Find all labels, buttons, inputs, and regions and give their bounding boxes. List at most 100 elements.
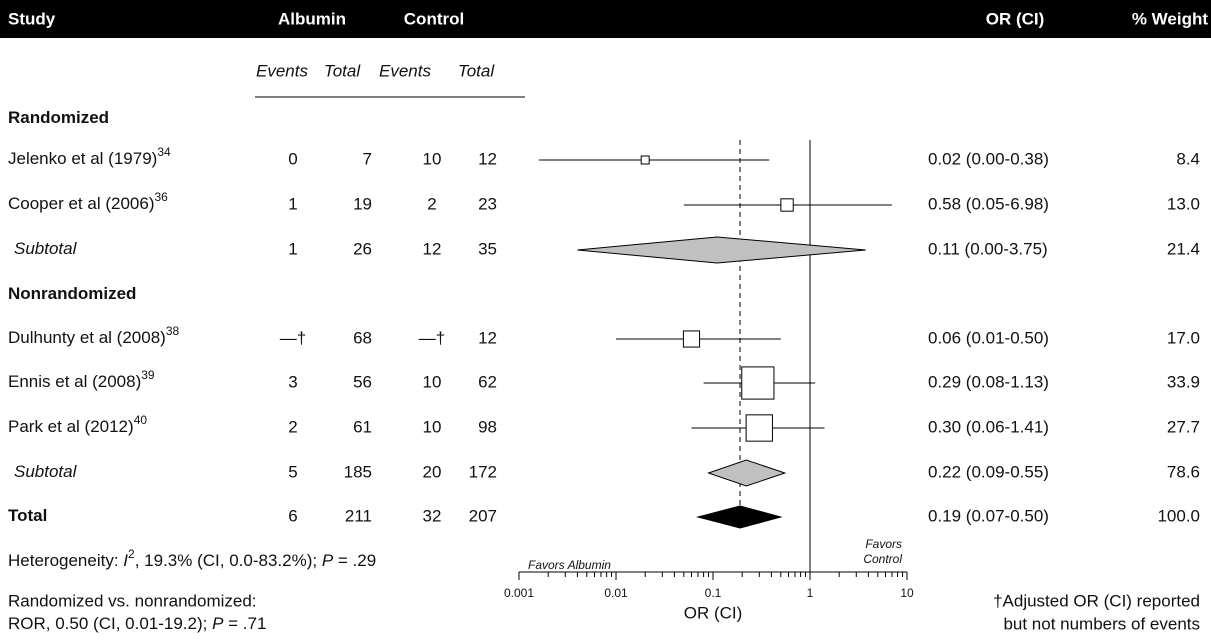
cell: 1 [288, 239, 297, 258]
ci-label: 0.11 (0.00-3.75) [928, 239, 1048, 258]
total-diamond [695, 505, 783, 529]
study-name: Jelenko et al (1979) [8, 149, 157, 168]
row-label: Subtotal [14, 239, 78, 258]
header-bar [0, 0, 1211, 38]
ci-label: 0.02 (0.00-0.38) [928, 149, 1049, 168]
reference: 36 [154, 190, 168, 204]
subtotal-diamond [707, 459, 787, 487]
subtotal-diamond [577, 236, 866, 264]
reference: 38 [166, 324, 180, 338]
cell: —† [419, 328, 445, 347]
cell: 10 [423, 372, 442, 391]
cell: 2 [427, 194, 436, 213]
weight-label: 33.9 [1167, 372, 1200, 391]
cell: 185 [344, 462, 372, 481]
text: ROR, 0.50 (CI, 0.01-19.2); [8, 614, 212, 633]
study-name: Ennis et al (2008) [8, 372, 141, 391]
cell: 10 [423, 149, 442, 168]
cell: 12 [423, 239, 442, 258]
study-name: Nonrandomized [8, 284, 136, 303]
reference: 34 [157, 145, 171, 159]
weight-label: 100.0 [1157, 506, 1200, 525]
text: P [322, 551, 334, 570]
effect-square [682, 330, 701, 348]
comparison: Randomized vs. nonrandomized: [8, 591, 257, 610]
x-tick-label: 0.1 [705, 586, 722, 600]
reference: 39 [141, 368, 155, 382]
ci-label: 0.22 (0.09-0.55) [928, 462, 1049, 481]
row-label: Park et al (2012)40 [8, 413, 147, 436]
text: I [123, 551, 128, 570]
subheader: Total [458, 61, 495, 80]
weight-label: 78.6 [1167, 462, 1200, 481]
x-tick-label: 1 [807, 586, 814, 600]
study-name: Dulhunty et al (2008) [8, 328, 166, 347]
row-label: Ennis et al (2008)39 [8, 368, 155, 391]
cell: 68 [353, 328, 372, 347]
x-tick-label: 0.001 [504, 586, 534, 600]
ci-label: 0.58 (0.05-6.98) [928, 194, 1049, 213]
ci-label: 0.30 (0.06-1.41) [928, 417, 1049, 436]
cell: 98 [478, 417, 497, 436]
study-name: Subtotal [14, 462, 78, 481]
row-label: Jelenko et al (1979)34 [8, 145, 171, 168]
row-label: Dulhunty et al (2008)38 [8, 324, 180, 347]
cell: 1 [288, 194, 297, 213]
reference: 40 [134, 413, 148, 427]
effect-square [745, 414, 773, 442]
text: 2 [128, 547, 135, 561]
cell: —† [280, 328, 306, 347]
header-or: OR (CI) [986, 9, 1045, 28]
cell: 23 [478, 194, 497, 213]
cell: 172 [469, 462, 497, 481]
text: Heterogeneity: [8, 551, 123, 570]
cell: 10 [423, 417, 442, 436]
cell: 0 [288, 149, 297, 168]
effect-square [640, 155, 650, 165]
text: , 19.3% (CI, 0.0-83.2%); [135, 551, 322, 570]
study-name: Park et al (2012) [8, 417, 134, 436]
header-albumin: Albumin [278, 9, 346, 28]
ci-label: 0.19 (0.07-0.50) [928, 506, 1049, 525]
weight-label: 8.4 [1176, 149, 1200, 168]
header-weight: % Weight [1132, 9, 1209, 28]
study-name: Randomized [8, 108, 109, 127]
footnote: but not numbers of events [1003, 614, 1200, 633]
header-study: Study [8, 9, 56, 28]
weight-label: 17.0 [1167, 328, 1200, 347]
cell: 6 [288, 506, 297, 525]
subheader: Total [324, 61, 361, 80]
effect-square [780, 198, 794, 212]
x-axis-label: OR (CI) [684, 603, 743, 622]
study-name: Total [8, 506, 47, 525]
favors-right: Favors [865, 537, 902, 551]
cell: 12 [478, 149, 497, 168]
row-label: Nonrandomized [8, 284, 136, 303]
cell: 2 [288, 417, 297, 436]
header-control: Control [404, 9, 464, 28]
cell: 12 [478, 328, 497, 347]
weight-label: 21.4 [1167, 239, 1200, 258]
row-label: Total [8, 506, 47, 525]
weight-label: 27.7 [1167, 417, 1200, 436]
effect-square [741, 366, 775, 400]
row-label: Subtotal [14, 462, 78, 481]
cell: 61 [353, 417, 372, 436]
cell: 32 [423, 506, 442, 525]
cell: 211 [345, 506, 372, 525]
x-tick-label: 0.01 [604, 586, 628, 600]
text: P [212, 614, 224, 633]
text: = .71 [223, 614, 266, 633]
footnote: †Adjusted OR (CI) reported [993, 591, 1200, 610]
ci-label: 0.06 (0.01-0.50) [928, 328, 1049, 347]
cell: 26 [353, 239, 372, 258]
comparison-stat: ROR, 0.50 (CI, 0.01-19.2); P = .71 [8, 614, 266, 633]
cell: 3 [288, 372, 297, 391]
cell: 207 [469, 506, 497, 525]
x-tick-label: 10 [900, 586, 914, 600]
ci-label: 0.29 (0.08-1.13) [928, 372, 1049, 391]
subheader: Events [379, 61, 431, 80]
subheader: Events [256, 61, 308, 80]
cell: 7 [363, 149, 372, 168]
